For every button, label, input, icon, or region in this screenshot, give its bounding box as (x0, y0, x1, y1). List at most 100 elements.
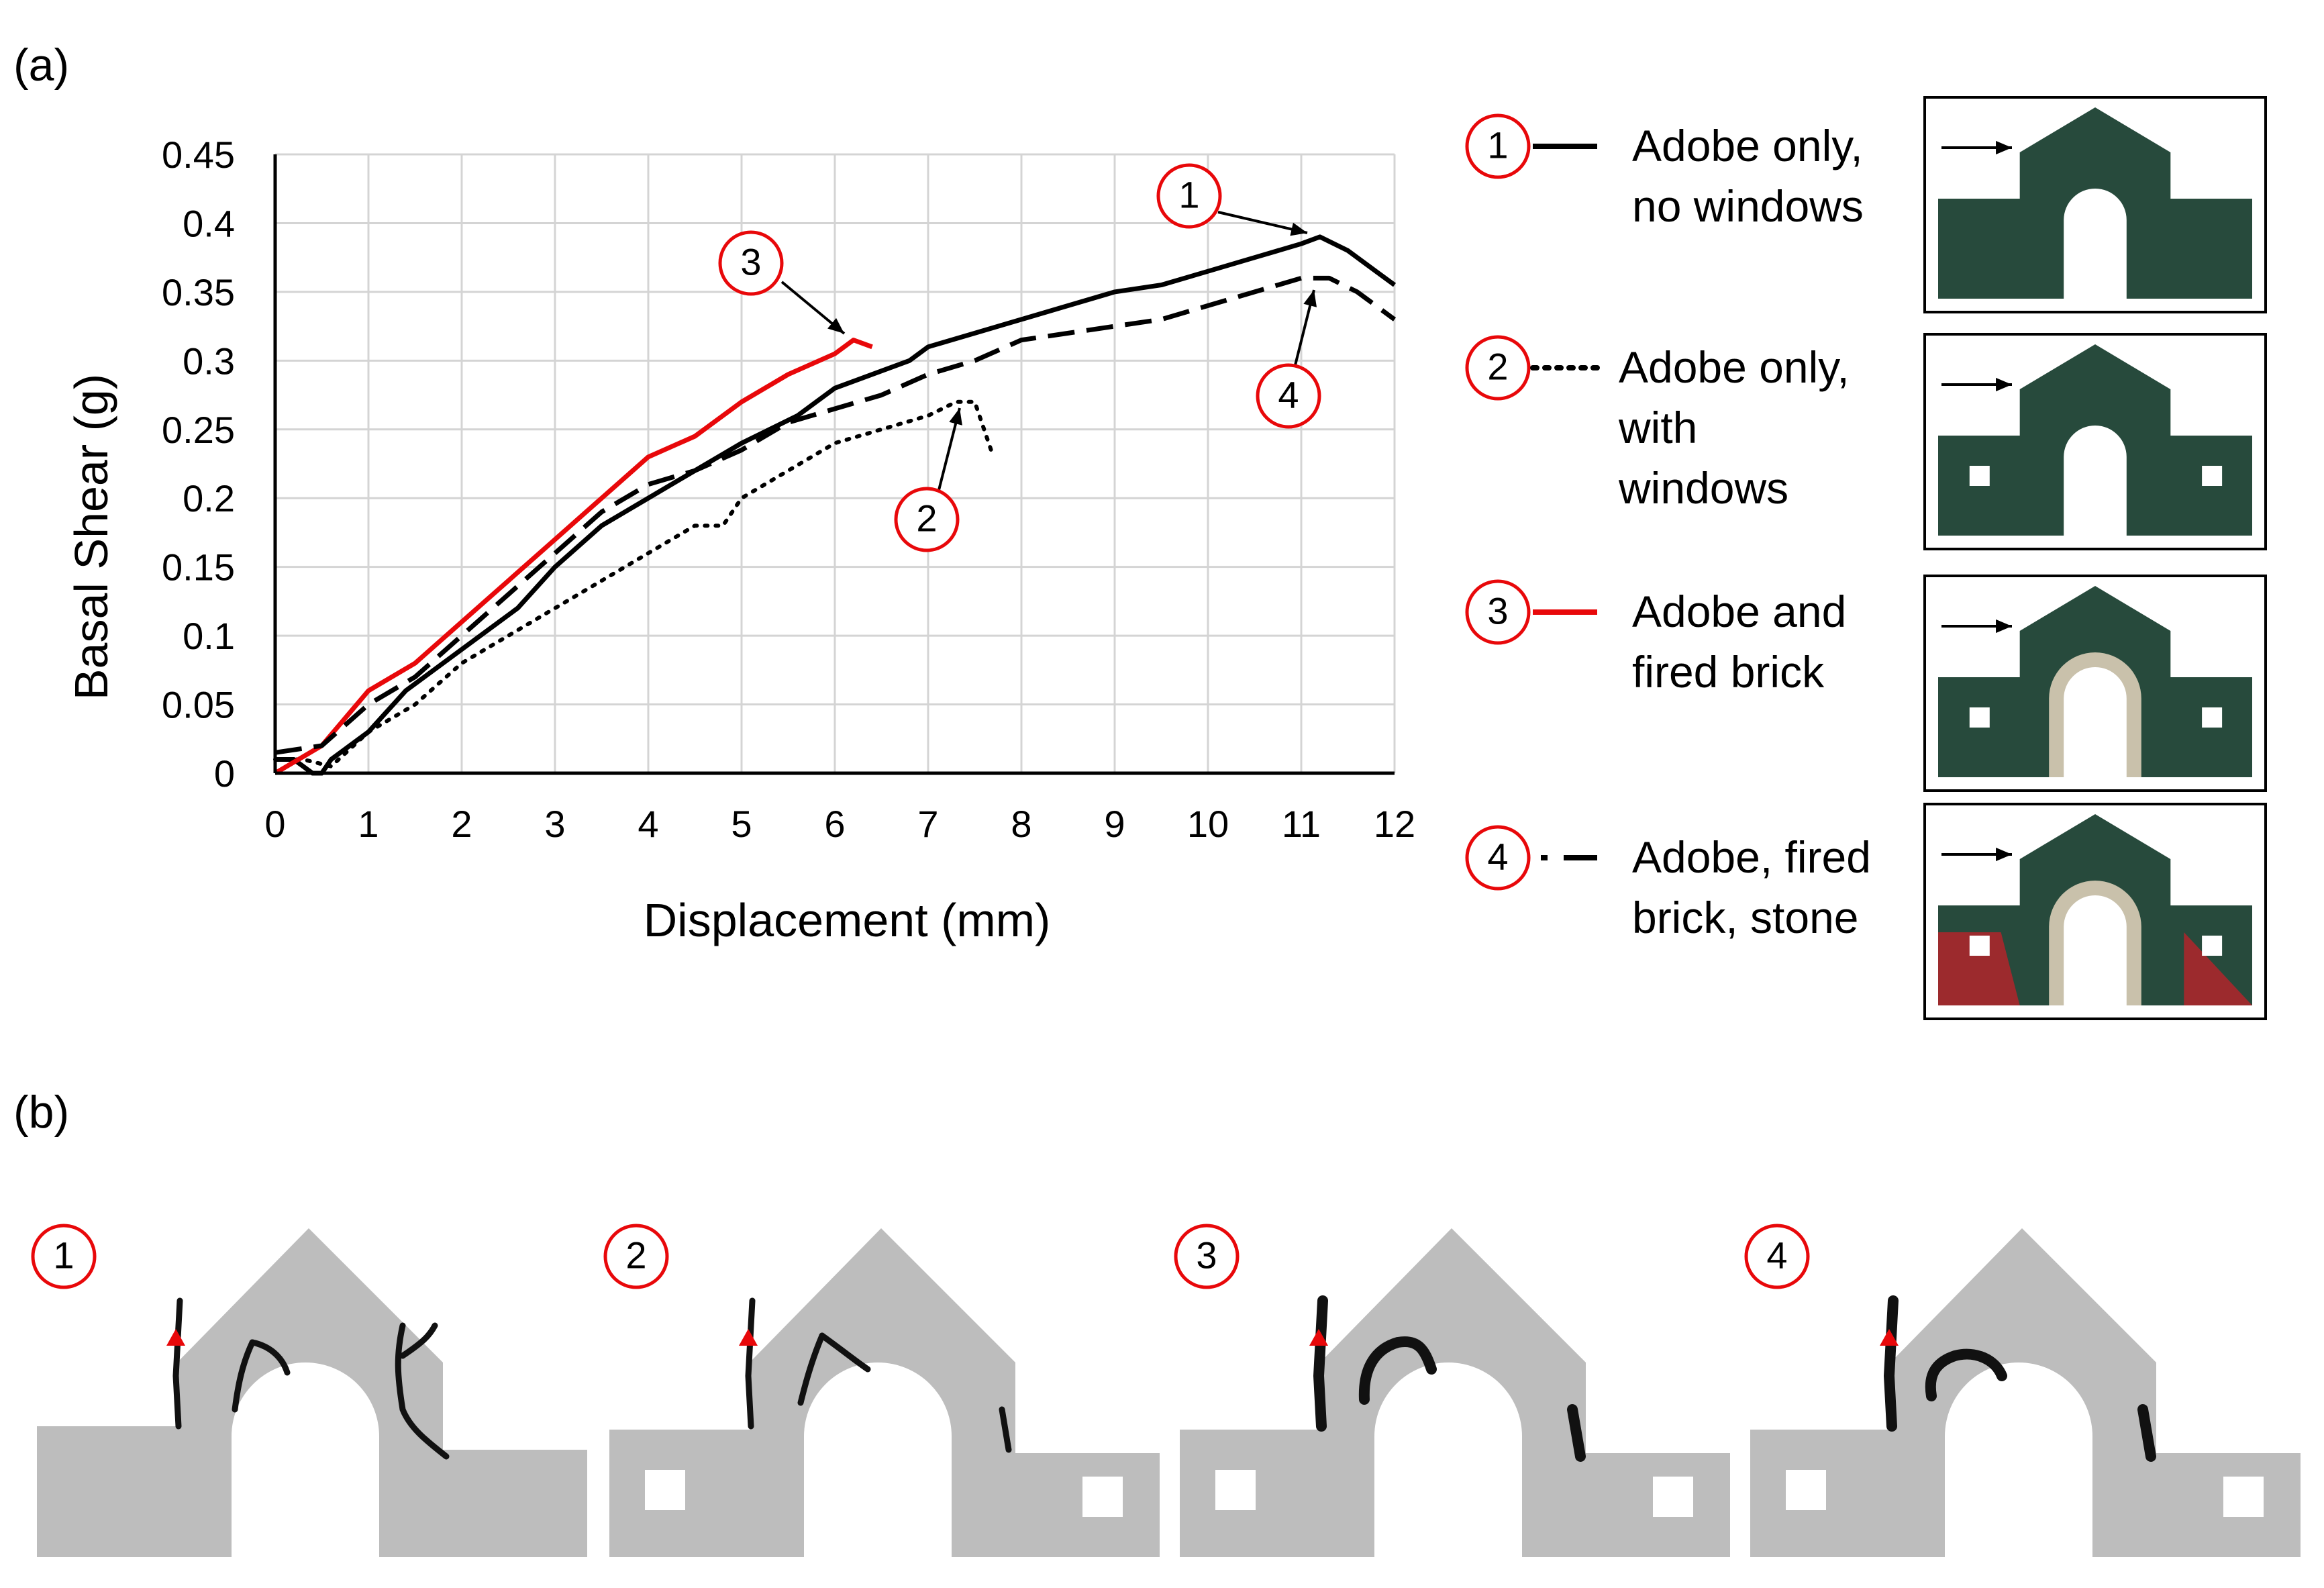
legend-marker-2: 2 (1465, 335, 1531, 401)
arrow-head (1290, 222, 1307, 236)
arrow-head (827, 317, 844, 334)
x-tick-labels: 0 1 2 3 4 5 6 7 8 9 10 11 12 (264, 803, 1415, 845)
legend-entry-3: 3 Adobe and fired brick (1465, 579, 1846, 697)
legend-entry-1: 1 Adobe only, no windows (1465, 113, 1864, 231)
series-line-4 (274, 275, 1397, 755)
door-opening (2064, 188, 2127, 299)
window-right (1082, 1477, 1123, 1517)
stone-base-right (2184, 932, 2252, 1005)
crack-model-3: 3 (1174, 1224, 1730, 1557)
model-number-marker: 2 (603, 1224, 669, 1289)
legend-label-line: no windows (1632, 181, 1864, 231)
model-number-marker: 1 (31, 1224, 97, 1289)
annotation-marker-2: 2 (894, 487, 960, 552)
chart-axes (273, 154, 1395, 775)
y-tick-label: 0.25 (162, 409, 235, 451)
marker-circle (31, 1224, 97, 1289)
panel-a-label: (a) (13, 40, 69, 91)
y-axis-title: Basal Shear (g) (65, 374, 117, 700)
y-tick-label: 0.3 (183, 340, 235, 382)
marker-number: 4 (1278, 373, 1299, 415)
arrow-head (1996, 619, 2012, 634)
panel-b-label: (b) (13, 1087, 69, 1138)
crack (1925, 1348, 2007, 1401)
x-tick-label: 3 (544, 803, 565, 845)
marker-circle (1465, 825, 1531, 891)
crack (797, 1332, 825, 1406)
crack (819, 1332, 871, 1373)
y-tick-labels: 0 0.05 0.1 0.15 0.2 0.25 0.3 0.35 0.4 0.45 (162, 134, 235, 795)
load-direction-arrow (1941, 847, 2012, 862)
crack (2137, 1404, 2156, 1462)
crack (1883, 1295, 1899, 1432)
marker-number: 1 (53, 1234, 74, 1276)
crack (232, 1339, 256, 1413)
marker-circle (1465, 335, 1531, 401)
annotation-arrow-1 (1217, 211, 1308, 236)
marker-circle (718, 230, 784, 296)
marker-number: 1 (1487, 123, 1508, 166)
arrow-head (1996, 847, 2012, 862)
crack-model-2: 2 (603, 1224, 1160, 1557)
legend-label-line: Adobe and (1632, 587, 1846, 636)
window-right (2202, 466, 2223, 486)
legend-marker-4: 4 (1465, 825, 1531, 891)
y-tick-label: 0.45 (162, 134, 235, 176)
crack-initiation-marker (1880, 1329, 1899, 1346)
crack (1313, 1295, 1328, 1432)
window-left (1215, 1470, 1256, 1510)
marker-circle (1465, 579, 1531, 645)
arrow-head (1303, 290, 1317, 307)
marker-circle (1156, 163, 1222, 229)
crack-initiation-marker (1309, 1329, 1328, 1346)
window-right (2223, 1477, 2264, 1517)
marker-number: 4 (1766, 1234, 1787, 1276)
x-tick-label: 6 (824, 803, 845, 845)
crack-model-1: 1 (31, 1224, 587, 1557)
model-number-marker: 4 (1744, 1224, 1810, 1289)
model-thumbnail-3 (1923, 575, 2267, 792)
marker-number: 3 (740, 240, 761, 283)
load-direction-arrow (1941, 140, 2012, 155)
door-opening (2064, 667, 2127, 777)
x-tick-label: 10 (1187, 803, 1229, 845)
model-thumbnails (1923, 96, 2267, 1020)
annotation-marker-1: 1 (1156, 163, 1222, 229)
crack-initiation-marker (166, 1329, 185, 1346)
x-tick-label: 5 (731, 803, 752, 845)
marker-number: 2 (1487, 345, 1508, 387)
legend: 1 Adobe only, no windows 2 Adobe only, with wi… (1465, 113, 1871, 942)
y-tick-label: 0.35 (162, 271, 235, 313)
window-left (1969, 707, 1990, 728)
y-tick-label: 0 (214, 752, 235, 795)
window-right (1653, 1477, 1693, 1517)
marker-number: 2 (625, 1234, 646, 1276)
x-tick-label: 7 (917, 803, 938, 845)
annotation-arrow-3 (780, 281, 846, 335)
series-line-3 (274, 338, 873, 776)
y-tick-label: 0.1 (183, 615, 235, 657)
x-tick-label: 0 (264, 803, 285, 845)
y-tick-label: 0.15 (162, 546, 235, 589)
model-number-marker: 3 (1174, 1224, 1240, 1289)
marker-circle (1744, 1224, 1810, 1289)
load-direction-arrow (1941, 377, 2012, 392)
marker-number: 3 (1196, 1234, 1217, 1276)
legend-label-line: fired brick (1632, 647, 1825, 697)
door-opening (2064, 425, 2127, 536)
chart-grid (274, 153, 1396, 775)
crack (999, 1406, 1012, 1453)
crack-model-4: 4 (1744, 1224, 2301, 1557)
marker-number: 3 (1487, 589, 1508, 632)
marker-circle (894, 487, 960, 552)
model-thumbnail-1 (1923, 96, 2267, 313)
chart-series (273, 234, 1397, 776)
legend-entry-4: 4 Adobe, fired brick, stone (1465, 825, 1871, 942)
arrow-head (949, 408, 962, 426)
window-right (2202, 707, 2223, 728)
legend-marker-1: 1 (1465, 113, 1531, 179)
legend-entry-2: 2 Adobe only, with windows (1465, 335, 1850, 513)
crack (745, 1297, 756, 1430)
basal-shear-chart: 0 1 2 3 4 5 6 7 8 9 10 11 12 00.050.10.150.20.250.30… (65, 134, 1415, 946)
x-tick-label: 8 (1011, 803, 1031, 845)
